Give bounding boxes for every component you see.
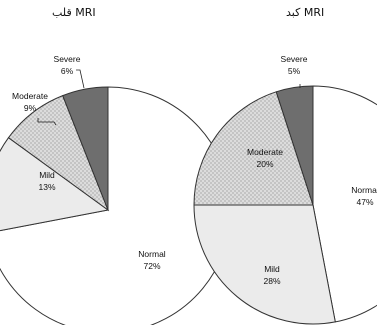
heart-value-normal: 72% <box>143 261 160 271</box>
liver-label-moderate: Moderate <box>247 147 283 157</box>
heart-value-mild: 13% <box>38 182 55 192</box>
heart-chart-title: MRI قلب <box>52 6 96 19</box>
liver-slice-moderate <box>193 91 314 206</box>
liver-label-mild: Mild <box>264 264 280 274</box>
liver-value-moderate: 20% <box>256 159 273 169</box>
heart-slice-mild <box>0 137 110 232</box>
liver-label-severe: Severe <box>281 54 308 64</box>
heart-label-mild: Mild <box>39 170 55 180</box>
liver-slice-severe <box>275 85 314 206</box>
liver-slice-mild <box>193 204 336 325</box>
heart-leader-severe <box>76 69 85 89</box>
heart-label-severe: Severe <box>54 54 81 64</box>
heart-slice-normal <box>0 86 232 325</box>
liver-value-mild: 28% <box>263 276 280 286</box>
liver-value-normal: 47% <box>356 197 373 207</box>
heart-label-moderate: Moderate <box>12 91 48 101</box>
heart-label-normal: Normal <box>138 249 166 259</box>
liver-label-normal: Normal <box>351 185 377 195</box>
heart-leader-moderate <box>37 118 57 126</box>
liver-slice-normal <box>312 85 377 323</box>
heart-slice-severe <box>62 86 109 211</box>
heart-value-severe: 6% <box>61 66 74 76</box>
liver-value-severe: 5% <box>288 66 301 76</box>
liver-chart-title: MRI کبد <box>286 6 325 19</box>
heart-value-moderate: 9% <box>24 103 37 113</box>
